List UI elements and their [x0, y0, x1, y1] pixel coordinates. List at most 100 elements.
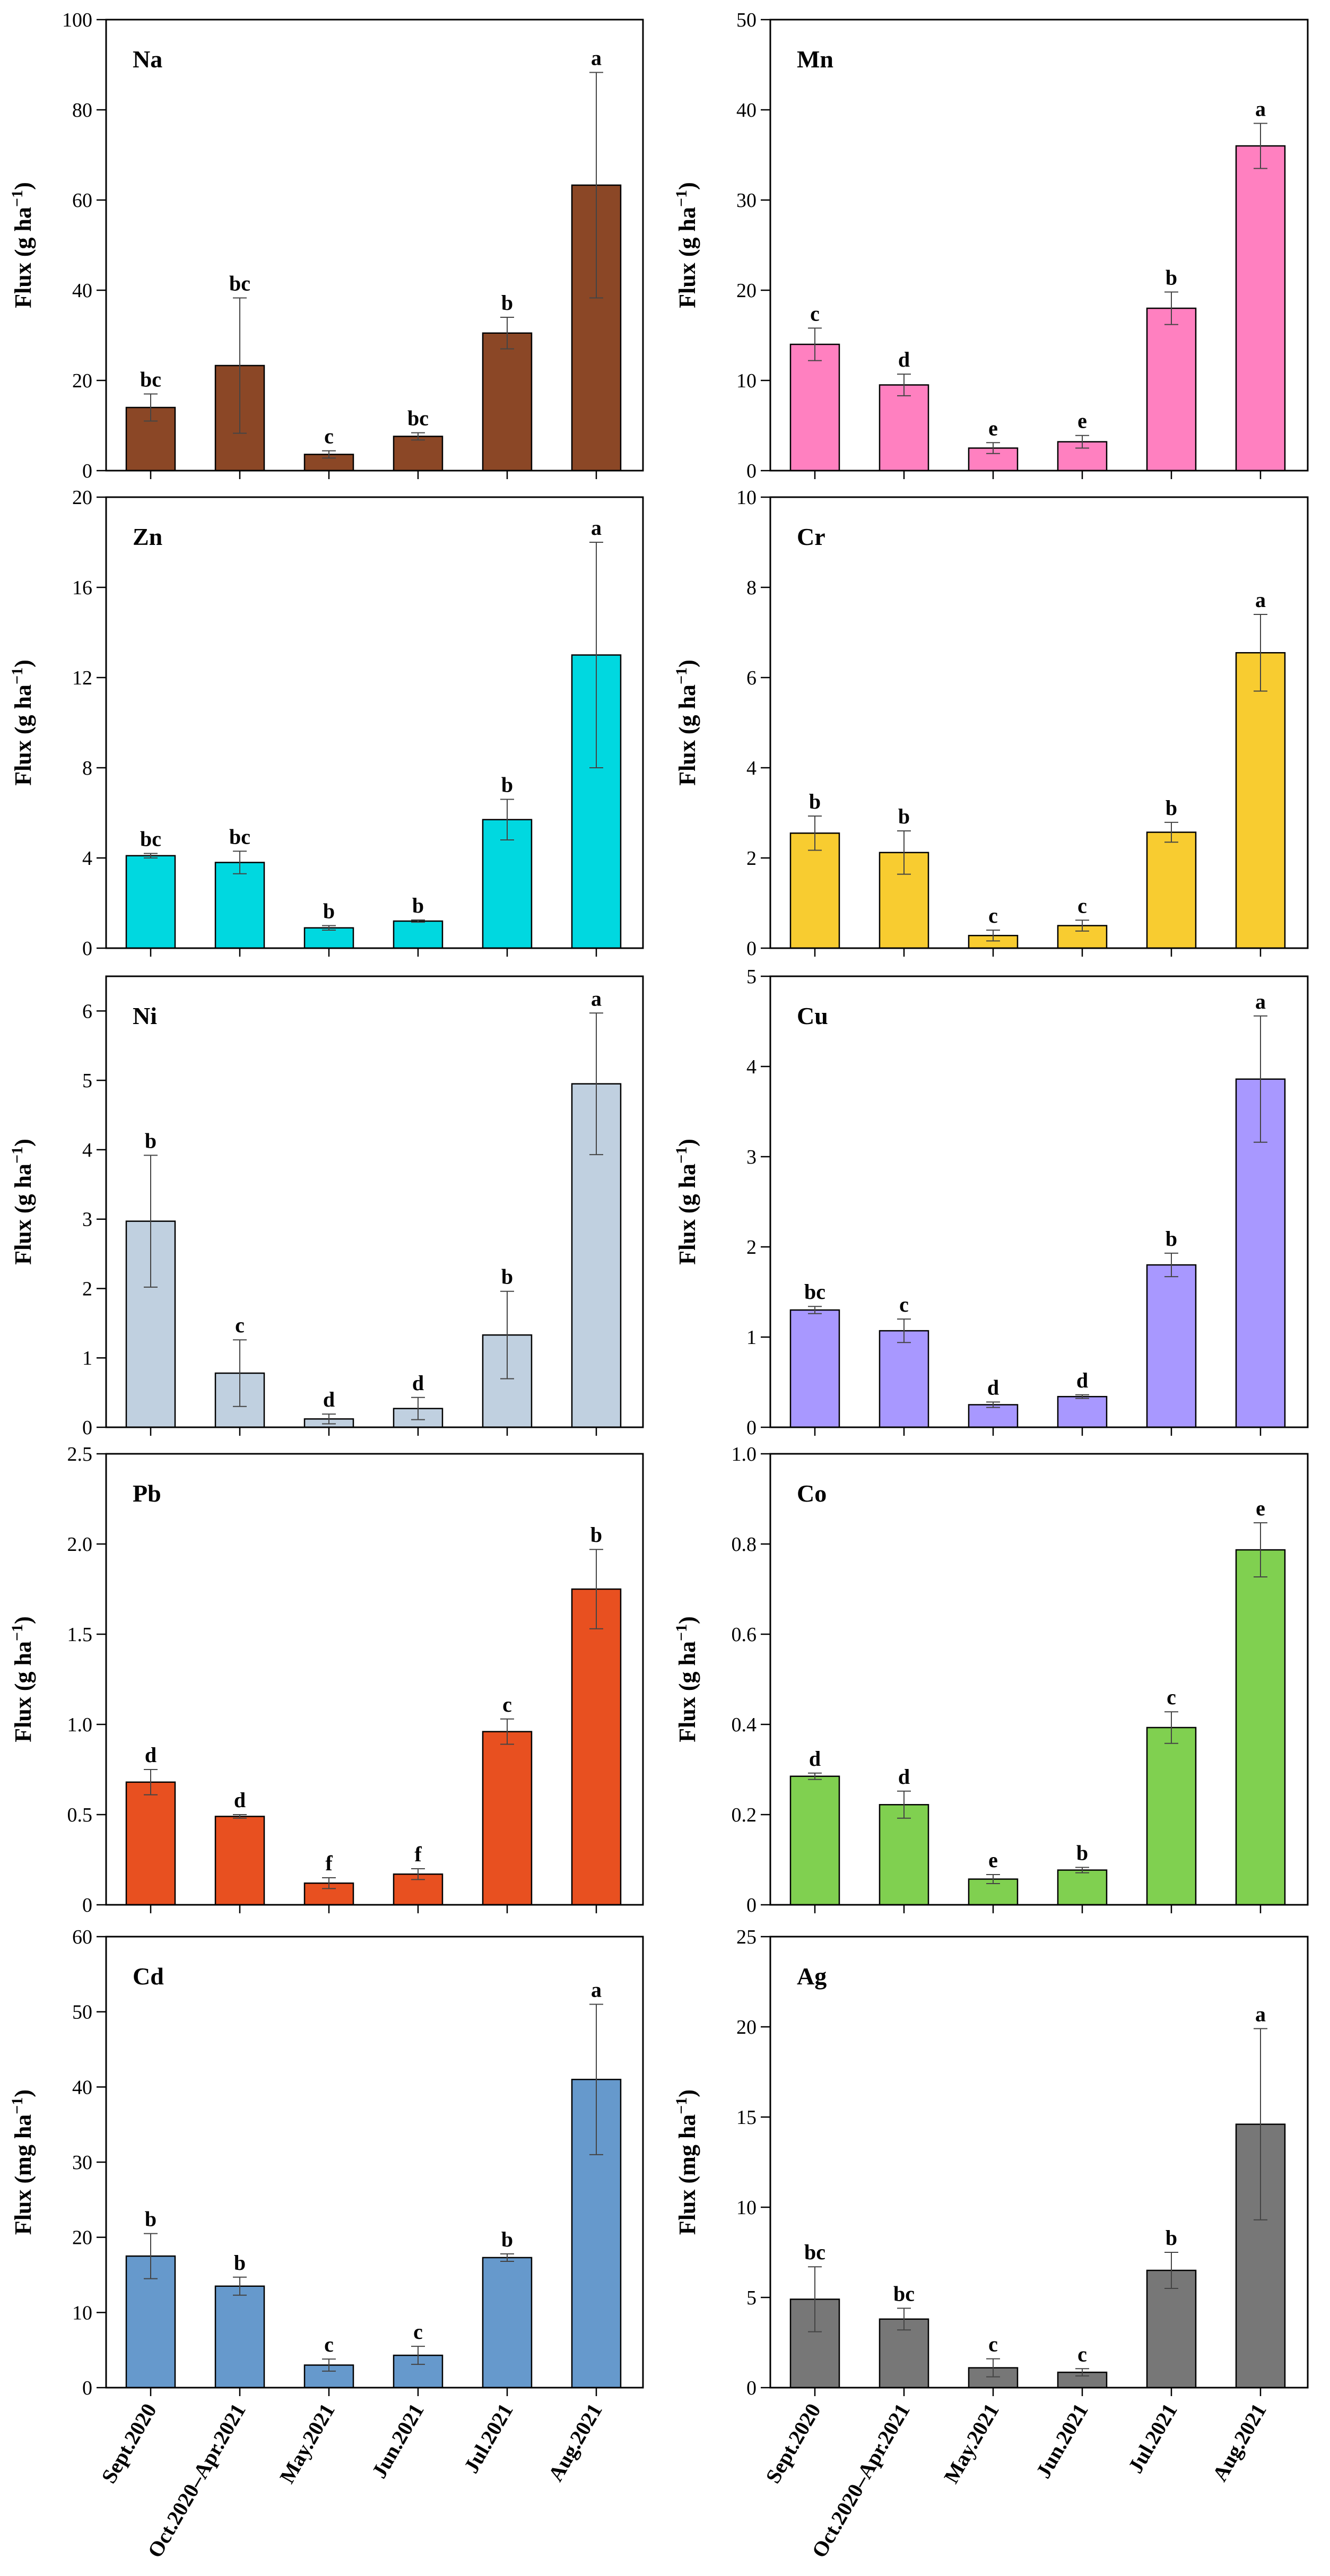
- y-tick-label-cu-3: 3: [746, 1146, 757, 1168]
- sig-label-na-4: b: [501, 291, 513, 315]
- y-tick-label-ni-3: 3: [82, 1209, 92, 1231]
- bar-co-5: [1235, 1549, 1286, 1906]
- panel-title-zn: Zn: [133, 523, 162, 550]
- sig-label-mn-0: c: [810, 301, 820, 325]
- y-tick-label-cu-0: 0: [746, 1417, 757, 1439]
- bar-co-0: [789, 1775, 840, 1906]
- y-tick-label-mn-1: 10: [736, 370, 757, 392]
- y-tick-label-na-2: 40: [72, 280, 92, 302]
- bar-cu-3: [1057, 1395, 1108, 1428]
- y-axis-title-close-cd: ): [10, 2089, 36, 2097]
- bar-co-1: [879, 1804, 929, 1906]
- y-axis-title-na: Flux (g ha−1): [8, 182, 36, 308]
- y-tick-label-cu-5: 5: [746, 966, 757, 988]
- y-tick-label-zn-0: 0: [82, 938, 92, 960]
- bar-mn-5: [1235, 145, 1286, 472]
- y-axis-title-sup-cd: −1: [8, 2097, 26, 2114]
- y-axis-title-co: Flux (g ha−1): [673, 1616, 700, 1742]
- bar-zn-0: [125, 855, 176, 949]
- sig-label-ag-0: bc: [804, 2240, 825, 2264]
- panel-mn: c d e e b a 0 10 20 30 40 50 Mn Flux (g ha−1): [673, 9, 1309, 482]
- bar-cu-4: [1146, 1264, 1197, 1428]
- panel-cr: b b c c b a 0 2 4 6 8 10 Cr Flux (g ha−1): [673, 487, 1309, 960]
- y-axis-title-sup-pb: −1: [8, 1624, 26, 1641]
- y-tick-label-ni-4: 4: [82, 1139, 92, 1161]
- y-tick-label-co-2: 0.4: [732, 1714, 757, 1736]
- y-tick-label-cd-0: 0: [82, 2377, 92, 2399]
- y-tick-label-pb-0: 0: [82, 1894, 92, 1916]
- sig-label-cu-2: d: [987, 1375, 999, 1399]
- x-category-label-1-2: May.2021: [939, 2399, 1004, 2487]
- panel-title-na: Na: [133, 46, 162, 73]
- y-tick-label-pb-1: 0.5: [67, 1804, 93, 1826]
- y-axis-title-close-ag: ): [674, 2089, 700, 2097]
- x-category-label-1-4: Jul.2021: [1123, 2399, 1182, 2477]
- sig-label-ni-1: c: [235, 1313, 245, 1337]
- sig-label-cu-0: bc: [804, 1280, 825, 1304]
- y-tick-label-ni-2: 2: [82, 1278, 92, 1300]
- y-tick-label-ni-6: 6: [82, 1000, 92, 1022]
- sig-label-cr-4: b: [1166, 796, 1177, 820]
- y-tick-label-mn-5: 50: [736, 9, 757, 31]
- x-category-label-1-3: Jun.2021: [1031, 2399, 1093, 2482]
- y-tick-label-zn-5: 20: [72, 487, 92, 509]
- y-tick-label-mn-3: 30: [736, 189, 757, 212]
- y-tick-label-na-3: 60: [72, 189, 92, 212]
- y-axis-title-text-na: Flux (g ha: [10, 207, 36, 308]
- y-axis-title-zn: Flux (g ha−1): [8, 660, 36, 785]
- y-tick-label-co-0: 0: [746, 1894, 757, 1916]
- panel-title-cd: Cd: [133, 1963, 164, 1990]
- y-tick-label-cu-1: 1: [746, 1326, 757, 1349]
- y-tick-label-ag-3: 15: [736, 2106, 757, 2129]
- y-tick-label-ni-5: 5: [82, 1070, 92, 1092]
- y-tick-label-na-0: 0: [82, 460, 92, 482]
- sig-label-cd-0: b: [145, 2207, 157, 2231]
- y-tick-label-pb-4: 2.0: [67, 1533, 93, 1556]
- y-axis-title-sup-co: −1: [673, 1624, 690, 1641]
- x-category-label-1-5: Aug.2021: [1207, 2399, 1271, 2485]
- y-tick-label-na-5: 100: [62, 9, 92, 31]
- panel-title-mn: Mn: [797, 46, 833, 73]
- y-axis-title-text-pb: Flux (g ha: [10, 1641, 36, 1742]
- sig-label-zn-2: b: [323, 899, 335, 923]
- panel-frame-zn: [105, 496, 644, 949]
- sig-label-pb-4: c: [502, 1693, 512, 1716]
- bar-cu-0: [789, 1309, 840, 1428]
- bar-ag-4: [1146, 2269, 1197, 2389]
- sig-label-co-3: b: [1076, 1841, 1088, 1864]
- sig-label-na-1: bc: [229, 271, 250, 295]
- y-axis-title-close-zn: ): [10, 660, 36, 667]
- y-tick-label-na-1: 20: [72, 370, 92, 392]
- bar-na-3: [393, 436, 444, 472]
- sig-label-na-2: c: [324, 424, 334, 448]
- panel-frame-ni: [105, 975, 644, 1428]
- y-tick-label-cu-2: 2: [746, 1236, 757, 1259]
- sig-label-mn-4: b: [1166, 265, 1177, 289]
- bar-cd-4: [482, 2257, 533, 2389]
- sig-label-cd-1: b: [234, 2251, 246, 2275]
- y-tick-label-co-5: 1.0: [732, 1443, 757, 1465]
- panel-frame-cu: [769, 975, 1309, 1428]
- y-tick-label-co-3: 0.6: [732, 1624, 757, 1646]
- sig-label-na-0: bc: [140, 368, 161, 392]
- y-tick-label-mn-2: 20: [736, 280, 757, 302]
- y-tick-label-cr-5: 10: [736, 487, 757, 509]
- y-axis-title-sup-na: −1: [8, 190, 26, 207]
- y-axis-title-close-ni: ): [10, 1139, 36, 1147]
- sig-label-na-3: bc: [407, 406, 429, 430]
- panel-frame-cr: [769, 496, 1309, 949]
- y-tick-label-cr-4: 8: [746, 577, 757, 599]
- bar-mn-1: [879, 384, 929, 472]
- sig-label-pb-2: f: [325, 1851, 333, 1875]
- bar-cd-1: [214, 2285, 265, 2389]
- sig-label-co-4: c: [1167, 1685, 1176, 1709]
- sig-label-mn-1: d: [898, 348, 910, 371]
- y-tick-label-co-1: 0.2: [732, 1804, 757, 1826]
- sig-label-cu-4: b: [1166, 1227, 1177, 1251]
- y-tick-label-pb-5: 2.5: [67, 1443, 93, 1465]
- y-tick-label-pb-2: 1.0: [67, 1714, 93, 1736]
- sig-label-cd-4: b: [501, 2227, 513, 2251]
- bar-cr-0: [789, 832, 840, 949]
- sig-label-pb-1: d: [234, 1788, 246, 1812]
